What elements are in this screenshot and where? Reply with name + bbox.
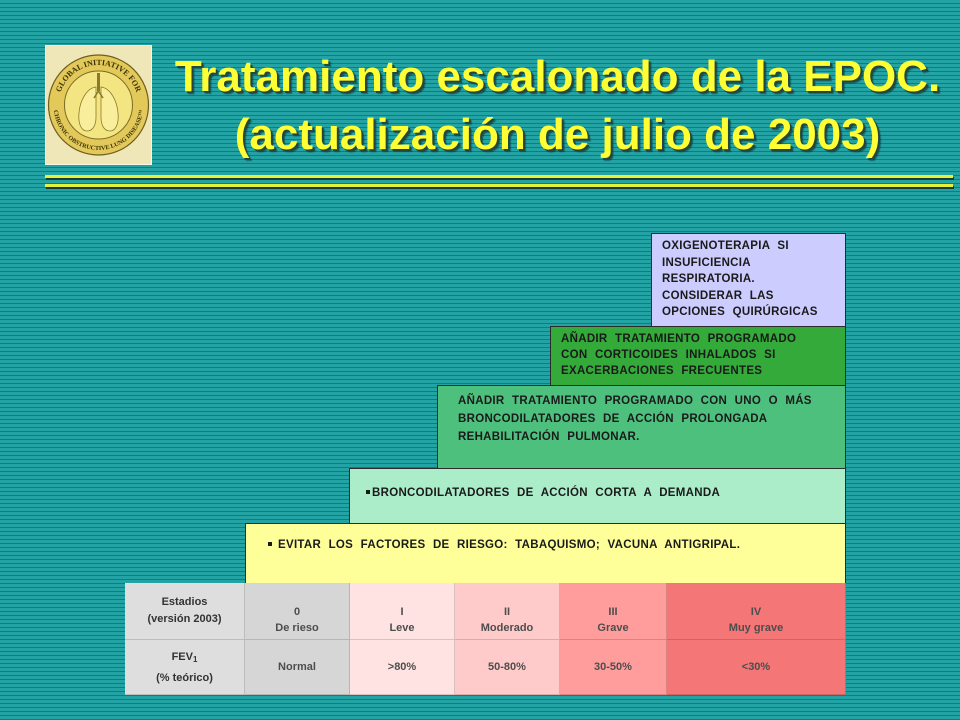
step-text: EVITAR LOS FACTORES DE RIESGO: TABAQUISM… (278, 539, 741, 551)
stage-cell-1: I Leve (350, 583, 455, 640)
stage-name: De rieso (275, 622, 319, 634)
step-text-line: REHABILITACIÓN PULMONAR. (458, 431, 640, 443)
stage-cell-2: II Moderado (455, 583, 560, 640)
label-line: Estadios (161, 596, 208, 608)
title-underline-rule (45, 184, 953, 187)
fev-value-cell: <30% (667, 640, 846, 695)
fev-value-cell: 30-50% (560, 640, 667, 695)
step-text-line: AÑADIR TRATAMIENTO PROGRAMADO (561, 333, 797, 345)
stage-numeral: 0 (293, 606, 301, 618)
stages-table: Estadios (versión 2003) 0 De rieso I Lev… (125, 583, 846, 695)
step-text-line: OXIGENOTERAPIA SI (662, 240, 789, 252)
stages-row-label: Estadios (versión 2003) (125, 583, 245, 640)
step-text-line: AÑADIR TRATAMIENTO PROGRAMADO CON UNO O … (458, 395, 812, 407)
fev-value: 30-50% (594, 661, 632, 673)
step-short-acting-bronchodilators: BRONCODILATADORES DE ACCIÓN CORTA A DEMA… (349, 468, 846, 524)
fev-unit: (% teórico) (156, 671, 213, 684)
stage-cell-3: III Grave (560, 583, 667, 640)
stage-name: Muy grave (728, 622, 784, 634)
step-inhaled-corticosteroids: AÑADIR TRATAMIENTO PROGRAMADO CON CORTIC… (550, 326, 846, 386)
stage-name: Grave (597, 622, 629, 634)
step-text-line: CONSIDERAR LAS (662, 289, 774, 302)
slide-title-line-1: Tratamiento escalonado de la EPOC. (174, 52, 941, 101)
stage-numeral: III (608, 606, 618, 618)
stage-name: Moderado (480, 622, 534, 634)
step-text-line: RESPIRATORIA. (662, 273, 755, 285)
fev-value-cell: >80% (350, 640, 455, 695)
stage-numeral: I (400, 606, 404, 618)
fev-row-label: FEV1 (% teórico) (125, 640, 245, 695)
slide-title-line-2: (actualización de julio de 2003) (234, 110, 881, 159)
step-text-line: BRONCODILATADORES DE ACCIÓN CORTA A DEMA… (366, 485, 845, 501)
stage-cell-4: IV Muy grave (667, 583, 846, 640)
fev-value-cell: 50-80% (455, 640, 560, 695)
step-oxygen-therapy: OXIGENOTERAPIA SI INSUFICIENCIA RESPIRAT… (651, 233, 846, 327)
stage-name: Leve (389, 622, 415, 634)
step-text-line: EXACERBACIONES FRECUENTES (561, 365, 763, 377)
bullet-icon (268, 541, 272, 546)
stage-numeral: IV (750, 606, 762, 618)
step-long-acting-bronchodilators: AÑADIR TRATAMIENTO PROGRAMADO CON UNO O … (437, 385, 846, 469)
fev-value: 50-80% (488, 661, 526, 673)
step-text-line: CON CORTICOIDES INHALADOS SI (561, 349, 776, 361)
bullet-icon (366, 489, 370, 494)
stage-cell-0: 0 De rieso (245, 583, 350, 640)
fev-value: <30% (741, 661, 771, 673)
fev-value-cell: Normal (245, 640, 350, 695)
fev-subscript: 1 (192, 654, 198, 664)
fev-value: >80% (387, 661, 417, 673)
lungs-icon (78, 73, 119, 132)
step-text-line: INSUFICIENCIA (662, 256, 751, 269)
step-text-line: OPCIONES QUIRÚRGICAS (662, 306, 818, 318)
fev-value: Normal (278, 661, 316, 673)
step-text-line: EVITAR LOS FACTORES DE RIESGO: TABAQUISM… (268, 537, 845, 553)
step-risk-reduction: EVITAR LOS FACTORES DE RIESGO: TABAQUISM… (245, 523, 846, 584)
gold-logo: GLOBAL INITIATIVE FOR CHRONIC OBSTRUCTIV… (45, 45, 152, 165)
title-underline-rule (45, 175, 953, 178)
label-line: (versión 2003) (147, 613, 222, 625)
step-text-line: BRONCODILATADORES DE ACCIÓN PROLONGADA (458, 413, 768, 425)
fev-label: FEV1 (171, 650, 198, 664)
step-text: BRONCODILATADORES DE ACCIÓN CORTA A DEMA… (372, 487, 721, 499)
stage-numeral: II (503, 606, 511, 618)
